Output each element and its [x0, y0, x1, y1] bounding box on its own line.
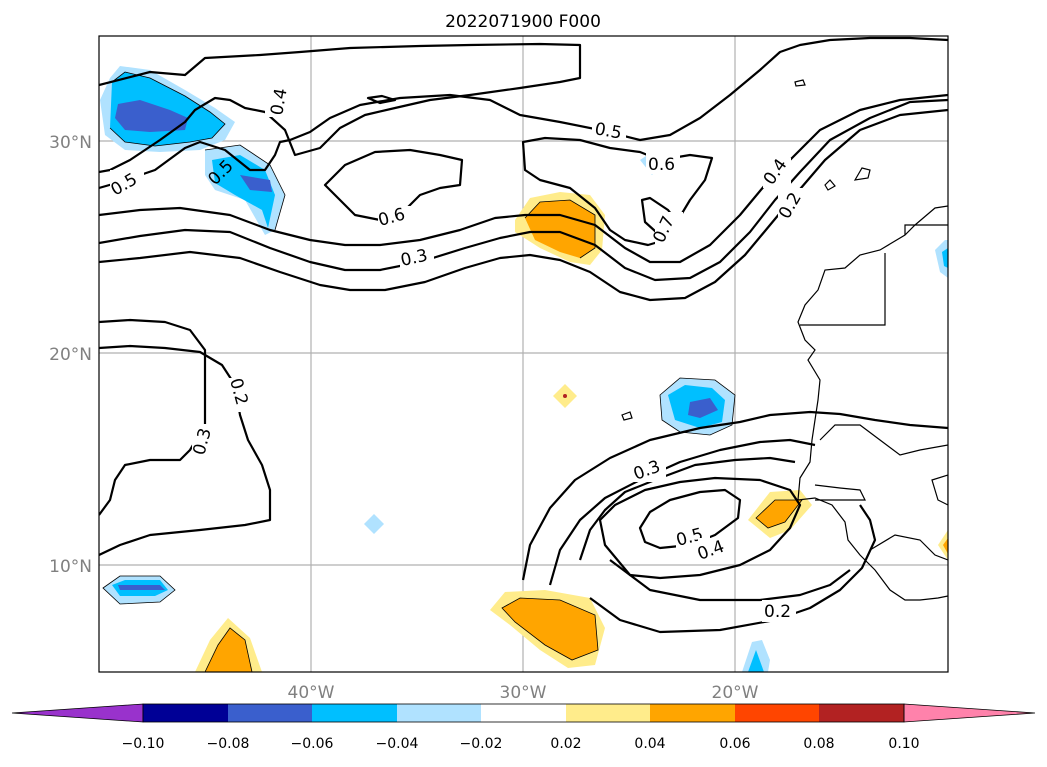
lat-label-10n: 10°N — [49, 557, 92, 577]
shade-outlines — [102, 71, 803, 672]
colorbar-segment — [650, 704, 735, 722]
contour-label: 0.4 — [267, 87, 291, 117]
colorbar-tick: −0.02 — [460, 736, 503, 752]
colorbar-segment — [481, 704, 566, 722]
lon-label-40w: 40°W — [288, 683, 335, 703]
colorbar-extend-right — [903, 703, 1036, 723]
colorbar-tick: −0.08 — [207, 736, 250, 752]
contour-label-layer: 0.4 0.5 0.5 0.6 0.5 0.6 0.7 0.4 0.2 0.3 … — [108, 85, 806, 622]
lat-label-20n: 20°N — [49, 345, 92, 365]
colorbar-tick: 0.02 — [550, 736, 581, 752]
colorbar-tick: 0.04 — [634, 736, 665, 752]
colorbar-segment — [397, 704, 481, 722]
lon-label-30w: 30°W — [500, 683, 547, 703]
colorbar-tick: 0.08 — [803, 736, 834, 752]
colorbar-tick: −0.10 — [122, 736, 165, 752]
colorbar-segment — [566, 704, 650, 722]
colorbar-tick: 0.06 — [719, 736, 750, 752]
contour-label: 0.2 — [764, 602, 791, 622]
contour-label: 0.6 — [648, 155, 675, 175]
contour-label: 0.5 — [593, 119, 623, 143]
colorbar-segment — [143, 704, 228, 722]
lat-label-30n: 30°N — [49, 133, 92, 153]
colorbar-extend-left — [11, 703, 144, 723]
lon-label-20w: 20°W — [712, 683, 759, 703]
colorbar-segment — [312, 704, 397, 722]
coastlines — [621, 79, 948, 601]
colorbar-segment — [735, 704, 819, 722]
map-title: 2022071900 F000 — [445, 12, 601, 32]
colorbar-tick: 0.10 — [888, 736, 919, 752]
colorbar-tick: −0.06 — [291, 736, 334, 752]
colorbar-tick: −0.04 — [376, 736, 419, 752]
shaded-anomalies — [100, 66, 948, 672]
map-frame — [98, 35, 949, 673]
colorbar-segment — [819, 704, 904, 722]
colorbar: −0.10 −0.08 −0.06 −0.04 −0.02 0.02 0.04 … — [11, 703, 1036, 752]
colorbar-segment — [228, 704, 312, 722]
